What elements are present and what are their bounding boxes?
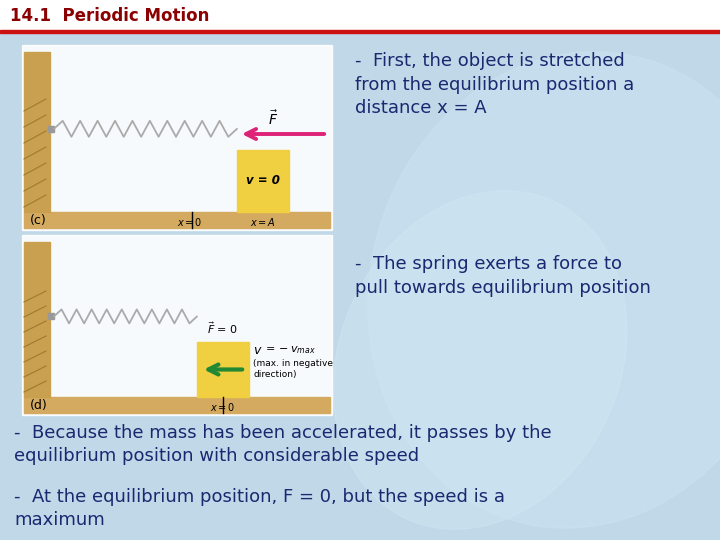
- Text: $x = 0$: $x = 0$: [210, 401, 235, 413]
- Ellipse shape: [368, 52, 720, 528]
- Text: $\vec{F}$ = 0: $\vec{F}$ = 0: [207, 320, 238, 336]
- Ellipse shape: [333, 191, 627, 529]
- Text: -  The spring exerts a force to
pull towards equilibrium position: - The spring exerts a force to pull towa…: [355, 255, 651, 296]
- Text: -  First, the object is stretched
from the equilibrium position a
distance x = A: - First, the object is stretched from th…: [355, 52, 634, 117]
- Bar: [237, 150, 289, 212]
- Text: (max. in negative: (max. in negative: [253, 360, 333, 368]
- Bar: [22, 45, 332, 230]
- Text: (c): (c): [30, 214, 47, 227]
- Text: -  Because the mass has been accelerated, it passes by the
equilibrium position : - Because the mass has been accelerated,…: [14, 424, 552, 465]
- Text: $v$: $v$: [253, 343, 263, 356]
- Text: direction): direction): [253, 370, 297, 380]
- Bar: [48, 313, 54, 319]
- Bar: [24, 242, 50, 397]
- Text: $= -v_{max}$: $= -v_{max}$: [263, 344, 316, 356]
- Bar: [197, 342, 249, 397]
- Bar: [22, 235, 332, 415]
- Bar: [0, 30, 720, 33]
- Text: -  At the equilibrium position, F = 0, but the speed is a
maximum: - At the equilibrium position, F = 0, bu…: [14, 488, 505, 529]
- Text: 14.1  Periodic Motion: 14.1 Periodic Motion: [10, 7, 210, 25]
- Bar: [24, 212, 330, 228]
- Bar: [0, 0, 720, 30]
- Text: $x = A$: $x = A$: [250, 216, 276, 228]
- Text: $\vec{F}$: $\vec{F}$: [268, 110, 278, 128]
- Bar: [48, 126, 54, 132]
- Text: (d): (d): [30, 399, 48, 412]
- Bar: [24, 52, 50, 212]
- Text: v = 0: v = 0: [246, 174, 280, 187]
- Bar: [24, 397, 330, 413]
- Text: $x = 0$: $x = 0$: [177, 216, 203, 228]
